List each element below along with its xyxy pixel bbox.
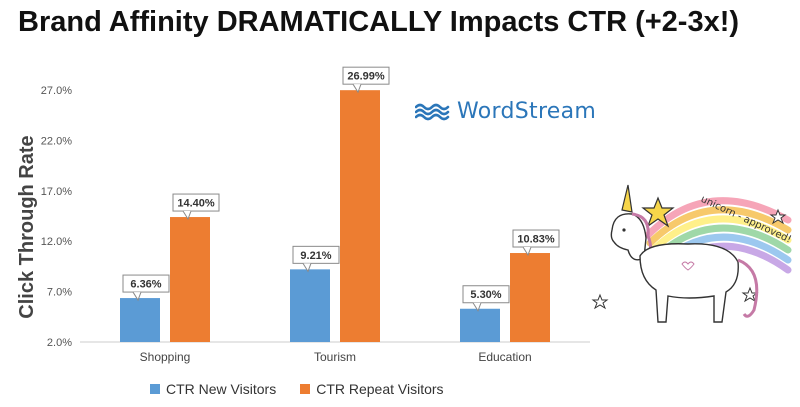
legend-item-new: CTR New Visitors xyxy=(150,381,276,397)
data-label-pointer xyxy=(522,246,532,257)
legend-item-repeat: CTR Repeat Visitors xyxy=(300,381,444,397)
y-tick-label: 27.0% xyxy=(41,85,72,97)
bar xyxy=(460,308,500,342)
x-tick-label: Shopping xyxy=(140,350,191,364)
data-label: 14.40% xyxy=(177,198,215,210)
wordstream-logo: WordStream xyxy=(415,99,596,124)
data-label-box xyxy=(292,245,340,264)
wave-icon xyxy=(415,103,450,120)
unicorn-icon: unicorn - approved! xyxy=(591,184,793,323)
legend-label-new: CTR New Visitors xyxy=(166,381,277,397)
data-label: 10.83% xyxy=(517,234,555,246)
data-label-pointer xyxy=(182,210,192,221)
bar xyxy=(120,298,160,342)
y-tick-label: 7.0% xyxy=(47,287,72,299)
data-label: 9.21% xyxy=(300,250,331,262)
legend-label-repeat: CTR Repeat Visitors xyxy=(316,381,444,397)
chart-legend: CTR New Visitors CTR Repeat Visitors xyxy=(150,381,468,397)
data-label-pointer xyxy=(132,291,142,302)
x-tick-label: Education xyxy=(478,350,531,364)
data-label-box xyxy=(342,66,390,85)
logo-text: WordStream xyxy=(457,99,597,124)
data-label: 26.99% xyxy=(347,71,385,83)
legend-swatch-new xyxy=(150,384,160,394)
data-label: 5.30% xyxy=(470,289,501,301)
y-tick-label: 2.0% xyxy=(47,337,72,349)
bar xyxy=(510,253,550,342)
data-label-pointer xyxy=(302,263,312,273)
data-label-box xyxy=(122,274,170,293)
y-tick-label: 22.0% xyxy=(41,135,72,147)
y-tick-label: 17.0% xyxy=(41,186,72,198)
data-label-box xyxy=(172,193,220,212)
y-tick-label: 12.0% xyxy=(41,236,72,248)
data-label-box xyxy=(462,285,510,304)
bar xyxy=(290,269,330,342)
bar xyxy=(340,90,380,342)
x-tick-label: Tourism xyxy=(314,350,356,364)
data-label-pointer xyxy=(352,83,362,94)
legend-swatch-repeat xyxy=(300,384,311,394)
data-label-pointer xyxy=(472,302,482,312)
chart-title: Brand Affinity DRAMATICALLY Impacts CTR … xyxy=(18,6,740,38)
bar xyxy=(170,217,210,342)
data-label-box xyxy=(512,229,560,248)
data-label: 6.36% xyxy=(130,279,161,291)
